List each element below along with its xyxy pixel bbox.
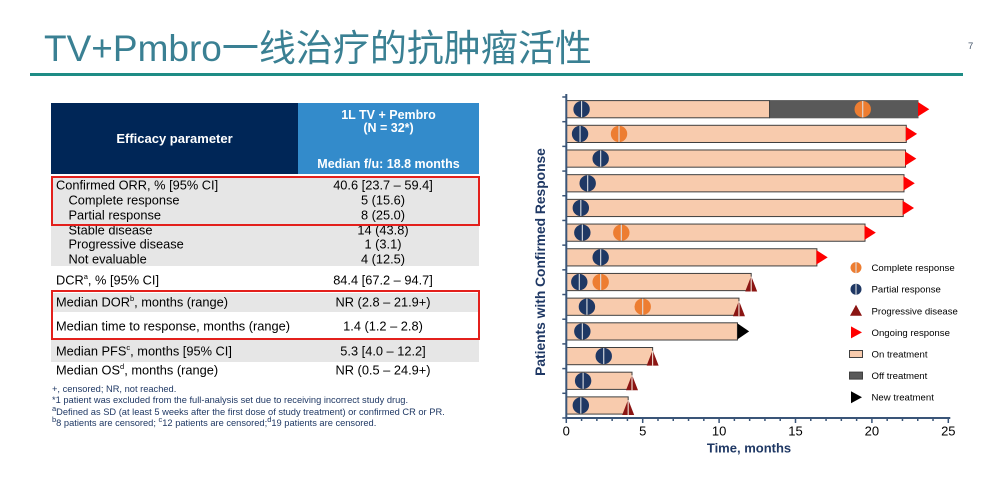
svg-text:Patients with Confirmed Respon: Patients with Confirmed Response: [533, 148, 548, 376]
svg-text:20: 20: [865, 424, 879, 439]
svg-text:25: 25: [941, 424, 955, 439]
svg-text:Complete response: Complete response: [872, 263, 955, 274]
svg-text:New treatment: New treatment: [872, 393, 935, 404]
svg-text:On treatment: On treatment: [872, 350, 928, 361]
svg-text:Partial response: Partial response: [872, 285, 941, 296]
svg-text:0: 0: [563, 424, 570, 439]
svg-text:15: 15: [788, 424, 802, 439]
svg-text:5: 5: [639, 424, 646, 439]
svg-text:Progressive disease: Progressive disease: [872, 306, 958, 317]
svg-text:Time, months: Time, months: [707, 441, 791, 456]
svg-text:Ongoing response: Ongoing response: [872, 328, 950, 339]
svg-text:10: 10: [712, 424, 726, 439]
svg-text:Off treatment: Off treatment: [872, 371, 928, 382]
